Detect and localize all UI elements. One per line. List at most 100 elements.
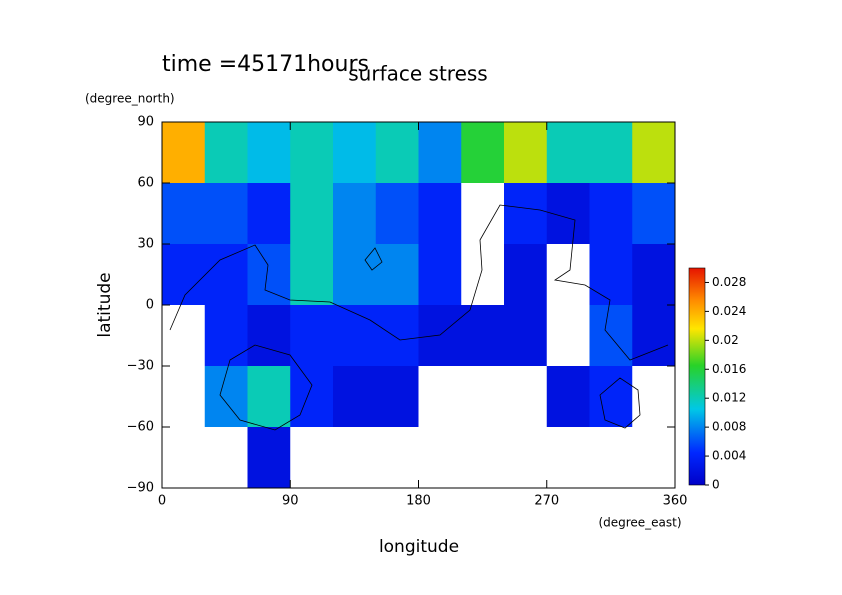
- y-tick-label: 90: [137, 115, 154, 130]
- field-cell: [461, 244, 505, 306]
- x-units: (degree_east): [598, 516, 681, 530]
- field-cell: [375, 244, 419, 306]
- y-axis-label: latitude: [95, 272, 115, 337]
- colorbar-tick-label: 0.02: [712, 333, 739, 347]
- field-cell: [247, 366, 291, 428]
- field-cell: [375, 366, 419, 428]
- field-cell: [632, 122, 675, 184]
- field-cell: [204, 244, 248, 306]
- y-units: (degree_north): [85, 92, 175, 106]
- field-cell: [290, 122, 334, 184]
- x-tick-label: 90: [282, 494, 299, 509]
- field-cell: [333, 427, 377, 488]
- field-cell: [418, 305, 462, 367]
- field-cell: [333, 122, 377, 184]
- field-cell: [504, 366, 548, 428]
- field-cell: [290, 305, 334, 367]
- field-cell: [333, 366, 377, 428]
- field-cell: [632, 305, 675, 367]
- field-cell: [418, 366, 462, 428]
- field-cell: [461, 305, 505, 367]
- field-cell: [162, 427, 206, 488]
- field-cell: [546, 366, 590, 428]
- field-cell: [418, 244, 462, 306]
- field-cell: [418, 427, 462, 488]
- field-cell: [589, 183, 633, 245]
- field-cell: [162, 183, 206, 245]
- field-cell: [375, 183, 419, 245]
- field-cell: [461, 427, 505, 488]
- field-cell: [333, 183, 377, 245]
- field-cell: [546, 305, 590, 367]
- contour-field: [162, 122, 675, 488]
- field-cell: [247, 244, 291, 306]
- colorbar-tick-label: 0.012: [712, 391, 746, 405]
- field-cell: [290, 244, 334, 306]
- x-tick-label: 360: [663, 494, 688, 509]
- field-cell: [546, 244, 590, 306]
- field-cell: [632, 244, 675, 306]
- field-cell: [247, 427, 291, 488]
- field-cell: [504, 427, 548, 488]
- field-cell: [204, 366, 248, 428]
- coastlines: [169, 204, 669, 431]
- field-cell: [589, 305, 633, 367]
- colorbar-tick-label: 0.028: [712, 275, 746, 289]
- field-cell: [162, 122, 206, 184]
- field-cell: [204, 122, 248, 184]
- colorbar-tick-label: 0.016: [712, 362, 746, 376]
- colorbar: [688, 267, 706, 486]
- field-cell: [418, 183, 462, 245]
- field-cell: [418, 122, 462, 184]
- field-cell: [589, 122, 633, 184]
- field-cell: [375, 305, 419, 367]
- field-cell: [247, 305, 291, 367]
- colorbar-tick-label: 0: [712, 478, 720, 492]
- field-cell: [290, 366, 334, 428]
- field-cell: [589, 366, 633, 428]
- y-tick-label: −30: [127, 359, 154, 374]
- field-cell: [546, 427, 590, 488]
- colorbar-tick-label: 0.008: [712, 420, 746, 434]
- field-cell: [632, 366, 675, 428]
- field-cell: [589, 427, 633, 488]
- field-cell: [546, 122, 590, 184]
- field-cell: [204, 183, 248, 245]
- y-tick-label: −90: [127, 481, 154, 496]
- y-tick-label: 0: [146, 298, 154, 313]
- field-cell: [375, 122, 419, 184]
- chart-title: surface stress: [348, 62, 487, 86]
- field-cell: [589, 244, 633, 306]
- field-cell: [290, 183, 334, 245]
- field-cell: [290, 427, 334, 488]
- field-cell: [333, 244, 377, 306]
- colorbar-tick-label: 0.024: [712, 304, 746, 318]
- field-cell: [504, 244, 548, 306]
- field-cell: [333, 305, 377, 367]
- field-cell: [162, 366, 206, 428]
- field-cell: [247, 122, 291, 184]
- field-cell: [461, 122, 505, 184]
- x-tick-label: 180: [406, 494, 431, 509]
- field-cell: [375, 427, 419, 488]
- field-cell: [162, 305, 206, 367]
- field-cell: [204, 427, 248, 488]
- y-tick-label: 30: [137, 237, 154, 252]
- field-cell: [204, 305, 248, 367]
- colorbar-tick-label: 0.004: [712, 449, 746, 463]
- field-cell: [632, 183, 675, 245]
- x-tick-label: 0: [158, 494, 166, 509]
- field-cell: [504, 122, 548, 184]
- field-cell: [247, 183, 291, 245]
- field-cell: [632, 427, 675, 488]
- field-cell: [504, 183, 548, 245]
- field-cell: [461, 366, 505, 428]
- field-cell: [504, 305, 548, 367]
- y-tick-label: −60: [127, 420, 154, 435]
- y-tick-label: 60: [137, 176, 154, 191]
- time-annotation: time =45171hours: [162, 52, 369, 77]
- x-axis-label: longitude: [379, 537, 459, 557]
- field-cell: [162, 244, 206, 306]
- x-tick-label: 270: [534, 494, 559, 509]
